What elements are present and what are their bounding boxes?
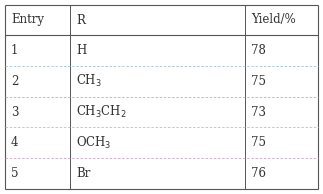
Text: 2: 2 — [11, 75, 18, 88]
Text: CH$_3$: CH$_3$ — [76, 73, 102, 89]
Text: 76: 76 — [251, 167, 266, 180]
Text: Yield/%: Yield/% — [251, 14, 296, 27]
Text: R: R — [76, 14, 85, 27]
Text: H: H — [76, 44, 86, 57]
Text: 73: 73 — [251, 106, 266, 119]
Text: 75: 75 — [251, 75, 266, 88]
Text: 78: 78 — [251, 44, 266, 57]
Text: 1: 1 — [11, 44, 18, 57]
Text: CH$_3$CH$_2$: CH$_3$CH$_2$ — [76, 104, 127, 120]
Text: 5: 5 — [11, 167, 18, 180]
Text: Entry: Entry — [11, 14, 44, 27]
Text: 75: 75 — [251, 136, 266, 149]
Text: 4: 4 — [11, 136, 18, 149]
Text: 3: 3 — [11, 106, 18, 119]
Text: OCH$_3$: OCH$_3$ — [76, 135, 111, 151]
Text: Br: Br — [76, 167, 90, 180]
